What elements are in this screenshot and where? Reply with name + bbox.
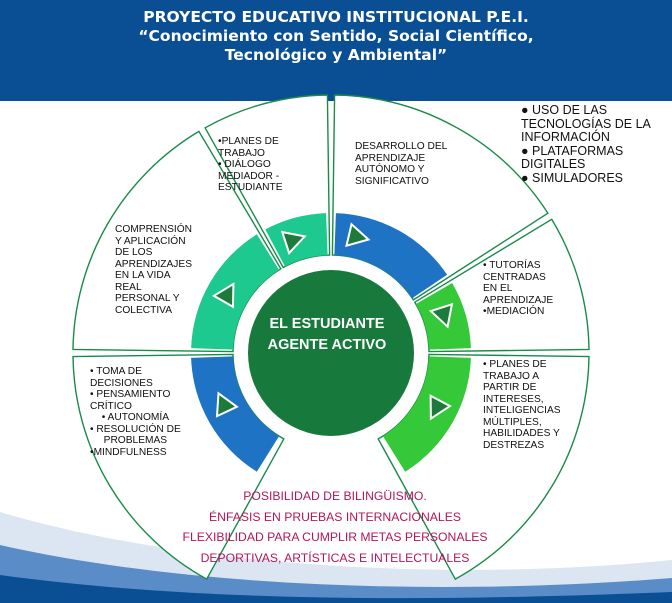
segment-text-line: TRABAJO A: [483, 370, 540, 382]
segment-text-line: •MINDFULNESS: [90, 446, 167, 458]
segment-text-line: AUTÓNOMO Y: [355, 164, 425, 175]
segment-text-line: ESTUDIANTE: [218, 182, 283, 193]
title-line-1: PROYECTO EDUCATIVO INSTITUCIONAL P.E.I.: [143, 8, 529, 26]
segment-text-line: CENTRADAS: [483, 271, 546, 283]
segment-text-line: APRENDIZAJE: [483, 294, 554, 306]
segment-text-line: • PENSAMIENTO: [90, 389, 171, 400]
center-label: EL ESTUDIANTE AGENTE ACTIVO: [247, 314, 407, 356]
center-line-1: EL ESTUDIANTE: [269, 316, 385, 332]
tech-bullet-list: ● USO DE LAS TECNOLOGÍAS DE LA INFORMACI…: [521, 103, 651, 185]
segment-left-upper-ring: [191, 234, 280, 350]
segment-left-lower-text: • TOMA DE DECISIONES • PENSAMIENTO CRÍTI…: [90, 366, 181, 458]
cycle-arrow-icon: [345, 222, 371, 248]
bottom-line: FLEXIBILIDAD PARA CUMPLIR METAS PERSONAL…: [182, 530, 488, 544]
center-circle: [248, 270, 414, 436]
segment-text-line: PARTIR DE: [483, 382, 537, 393]
segment-text-line: DE LOS: [115, 247, 153, 258]
segment-text-line: • DIÁLOGO: [218, 159, 271, 170]
segment-text-line: TRABAJO: [218, 147, 265, 159]
segment-text-line: •MEDIACIÓN: [483, 306, 545, 317]
segment-text-line: DECISIONES: [90, 377, 153, 389]
segment-text-line: HABILIDADES Y: [483, 428, 560, 439]
bottom-wave-mid: [0, 545, 672, 603]
bottom-line: DEPORTIVAS, ARTÍSTICAS E INTELECTUALES: [200, 550, 470, 565]
segment-text-line: •PLANES DE: [218, 136, 279, 147]
tech-bullet-line: INFORMACIÓN: [521, 130, 610, 144]
segment-text-line: • AUTONOMÍA: [101, 412, 170, 423]
page-title: PROYECTO EDUCATIVO INSTITUCIONAL P.E.I. …: [0, 8, 672, 65]
bottom-line: ÉNFASIS EN PRUEBAS INTERNACIONALES: [209, 509, 461, 524]
bottom-wave-dark: [0, 575, 672, 603]
tech-bullet-line: ● SIMULADORES: [521, 170, 624, 185]
tech-bullet-line: ● USO DE LAS: [521, 103, 608, 117]
segment-top-right-text: DESARROLLO DEL APRENDIZAJE AUTÓNOMO Y SI…: [355, 141, 447, 187]
segment-text-line: MÚLTIPLES,: [483, 416, 542, 428]
segment-text-line: PROBLEMAS: [103, 435, 168, 446]
segment-left-lower-ring: [191, 356, 280, 472]
segment-right-upper-text: • TUTORÍAS CENTRADAS EN EL APRENDIZAJE •…: [483, 260, 553, 318]
cycle-arrow-icon: [429, 394, 452, 421]
segment-text-line: COMPRENSIÓN: [115, 224, 192, 235]
title-line-2: “Conocimiento con Sentido, Social Cientí…: [138, 27, 534, 45]
segment-text-line: EN LA VIDA: [115, 270, 171, 281]
header-banner: [0, 0, 672, 101]
tech-bullet-line: TECNOLOGÍAS DE LA: [521, 116, 651, 131]
segment-top-left-text: •PLANES DE TRABAJO • DIÁLOGO MEDIADOR - …: [218, 136, 283, 194]
segment-text-line: DESTREZAS: [483, 439, 545, 451]
segment-text-line: INTELIGENCIAS: [483, 405, 561, 416]
segment-text-line: INTERESES,: [483, 393, 544, 405]
segment-text-line: COLECTIVA: [115, 304, 172, 316]
cycle-arrow-icon: [211, 282, 235, 309]
segment-text-line: • TUTORÍAS: [483, 260, 541, 271]
segment-left-upper-text: COMPRENSIÓN Y APLICACIÓN DE LOS APRENDIZ…: [115, 224, 192, 316]
segment-right-lower-text: • PLANES DE TRABAJO A PARTIR DE INTERESE…: [483, 359, 561, 451]
tech-bullet-line: DIGITALES: [521, 157, 586, 171]
center-line-2: AGENTE ACTIVO: [267, 337, 387, 353]
segment-text-line: • RESOLUCIÓN DE: [90, 423, 181, 435]
tech-bullet-line: ● PLATAFORMAS: [521, 143, 624, 158]
segment-text-line: • PLANES DE: [483, 359, 547, 370]
bottom-line: POSIBILIDAD DE BILINGÜISMO.: [243, 489, 427, 503]
segment-text-line: PERSONAL Y: [115, 293, 180, 304]
cycle-arrow-icon: [280, 230, 307, 256]
cycle-arrow-icon: [215, 391, 239, 418]
segment-text-line: Y APLICACIÓN: [115, 235, 186, 247]
segment-text-line: EN EL: [483, 283, 513, 294]
segment-right-lower-ring: [382, 356, 471, 472]
segment-text-line: MEDIADOR -: [218, 170, 280, 182]
segment-text-line: SIGNIFICATIVO: [355, 175, 429, 187]
title-line-3: Tecnológico y Ambiental”: [224, 46, 448, 64]
segment-text-line: • TOMA DE: [90, 366, 142, 377]
segment-text-line: APRENDIZAJES: [115, 258, 192, 270]
segment-text-line: APRENDIZAJE: [355, 152, 426, 164]
cycle-arrow-icon: [428, 302, 454, 329]
segment-text-line: CRÍTICO: [90, 400, 132, 412]
segment-text-line: REAL: [115, 281, 142, 293]
bottom-statements: POSIBILIDAD DE BILINGÜISMO. ÉNFASIS EN P…: [150, 486, 520, 568]
segment-text-line: DESARROLLO DEL: [355, 141, 448, 152]
